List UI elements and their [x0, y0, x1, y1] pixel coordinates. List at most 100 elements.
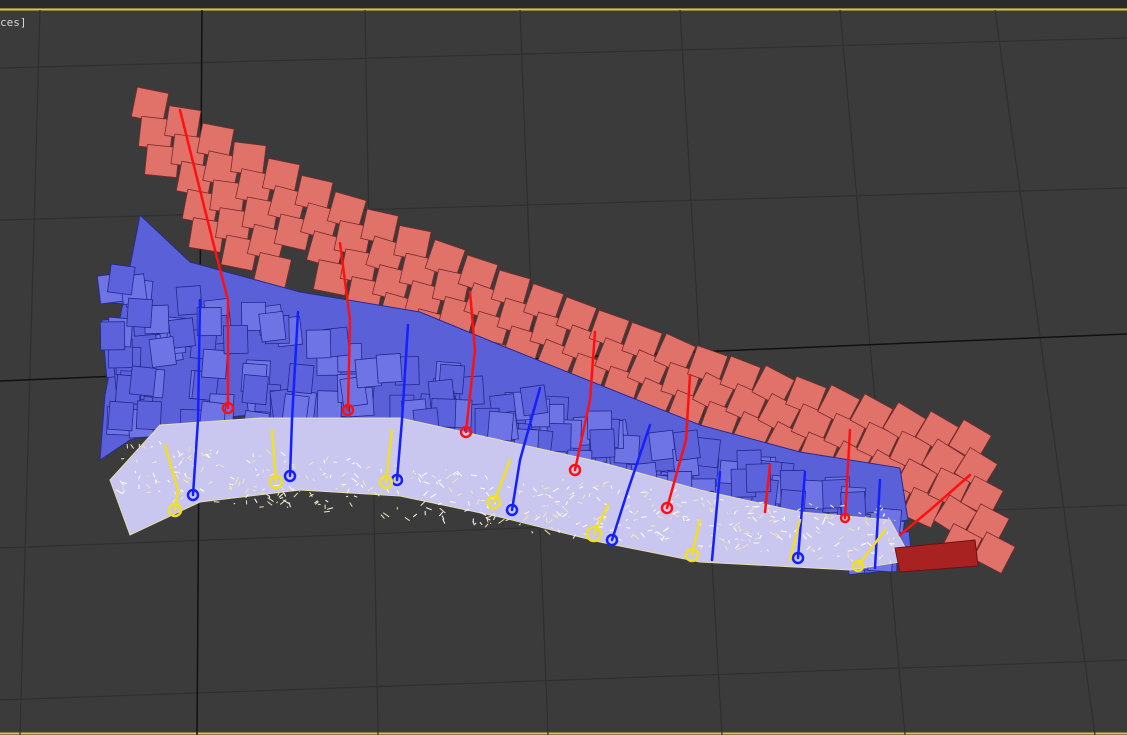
mesh-stroke — [769, 519, 774, 523]
mesh-stroke — [439, 507, 446, 514]
mesh-stroke — [577, 501, 583, 505]
mesh-stroke — [562, 505, 564, 508]
mesh-stroke — [382, 512, 390, 518]
blue-card — [148, 336, 177, 368]
mesh-stroke — [767, 509, 772, 515]
mesh-stroke — [480, 487, 485, 490]
mesh-stroke — [484, 475, 488, 480]
mesh-stroke — [894, 519, 896, 522]
blue-card — [128, 365, 157, 397]
mesh-stroke — [286, 506, 289, 508]
mesh-stroke — [373, 491, 380, 497]
mesh-stroke — [815, 526, 820, 531]
mesh-stroke — [265, 449, 272, 455]
mesh-stroke — [643, 492, 649, 498]
mesh-stroke — [309, 493, 314, 497]
blue-card — [99, 321, 126, 351]
mesh-stroke — [254, 498, 258, 504]
blue-card — [519, 384, 549, 417]
mesh-stroke — [323, 510, 330, 513]
mesh-stroke — [322, 472, 327, 476]
mesh-stroke — [150, 445, 154, 448]
mesh-stroke — [121, 490, 126, 495]
mesh-stroke — [196, 487, 199, 492]
mesh-stroke — [122, 481, 128, 485]
mesh-stroke — [319, 468, 323, 471]
mesh-stroke — [523, 515, 529, 521]
mesh-stroke — [670, 500, 674, 503]
mesh-stroke — [474, 522, 477, 525]
mesh-stroke — [252, 489, 256, 492]
mesh-stroke — [561, 512, 568, 518]
mesh-stroke — [661, 535, 665, 541]
mesh-stroke — [548, 494, 552, 498]
mesh-stroke — [173, 455, 176, 459]
mesh-stroke — [742, 545, 746, 549]
mesh-stroke — [669, 517, 673, 520]
mesh-stroke — [329, 474, 332, 479]
mesh-stroke — [719, 498, 724, 501]
mesh-stroke — [187, 454, 193, 460]
mesh-stroke — [266, 494, 270, 497]
mesh-stroke — [480, 511, 487, 516]
mesh-stroke — [309, 491, 313, 497]
mesh-stroke — [252, 459, 256, 463]
blue-card — [135, 400, 162, 431]
mesh-stroke — [594, 484, 599, 488]
mesh-stroke — [267, 497, 274, 502]
red-card — [849, 393, 894, 437]
mesh-stroke — [561, 479, 565, 481]
mesh-stroke — [435, 481, 439, 485]
mesh-stroke — [208, 480, 214, 484]
mesh-stroke — [830, 516, 834, 520]
mesh-stroke — [314, 500, 319, 504]
mesh-stroke — [355, 482, 360, 487]
mesh-stroke — [631, 533, 634, 538]
mesh-texture — [115, 440, 897, 564]
mesh-stroke — [293, 492, 299, 498]
mesh-stroke — [548, 519, 553, 524]
mesh-stroke — [532, 487, 538, 493]
blue-card — [222, 324, 249, 355]
viewport-label: ces] — [0, 16, 27, 29]
mesh-stroke — [569, 494, 575, 500]
mesh-stroke — [746, 534, 753, 538]
mesh-stroke — [412, 470, 415, 473]
mesh-stroke — [119, 480, 125, 486]
mesh-stroke — [412, 513, 418, 518]
mesh-stroke — [256, 473, 260, 477]
mesh-stroke — [284, 460, 286, 464]
mesh-stroke — [682, 516, 685, 522]
mesh-stroke — [486, 517, 491, 521]
mesh-stroke — [781, 530, 787, 533]
top-bar — [0, 0, 1127, 8]
mesh-stroke — [420, 500, 426, 507]
mesh-stroke — [178, 452, 184, 458]
mesh-stroke — [568, 516, 570, 518]
mesh-stroke — [611, 527, 615, 531]
mesh-stroke — [579, 486, 584, 489]
mesh-stroke — [177, 450, 181, 455]
mesh-stroke — [596, 496, 601, 502]
mesh-stroke — [808, 502, 813, 506]
mesh-stroke — [188, 447, 191, 450]
mesh-stroke — [346, 488, 350, 494]
mesh-stroke — [864, 520, 870, 527]
mesh-stroke — [266, 469, 270, 471]
mesh-stroke — [449, 501, 456, 504]
mesh-stroke — [464, 508, 470, 512]
mesh-stroke — [278, 493, 284, 498]
mesh-stroke — [333, 461, 338, 464]
mesh-stroke — [476, 499, 480, 505]
blue-card — [201, 348, 229, 380]
mesh-stroke — [179, 489, 183, 495]
red-card — [312, 259, 352, 296]
mesh-stroke — [268, 473, 275, 477]
mesh-stroke — [581, 494, 586, 500]
mesh-stroke — [597, 515, 602, 520]
mesh-stroke — [279, 496, 284, 499]
mesh-stroke — [752, 516, 758, 523]
blue-card — [305, 329, 332, 359]
mesh-stroke — [203, 453, 210, 459]
